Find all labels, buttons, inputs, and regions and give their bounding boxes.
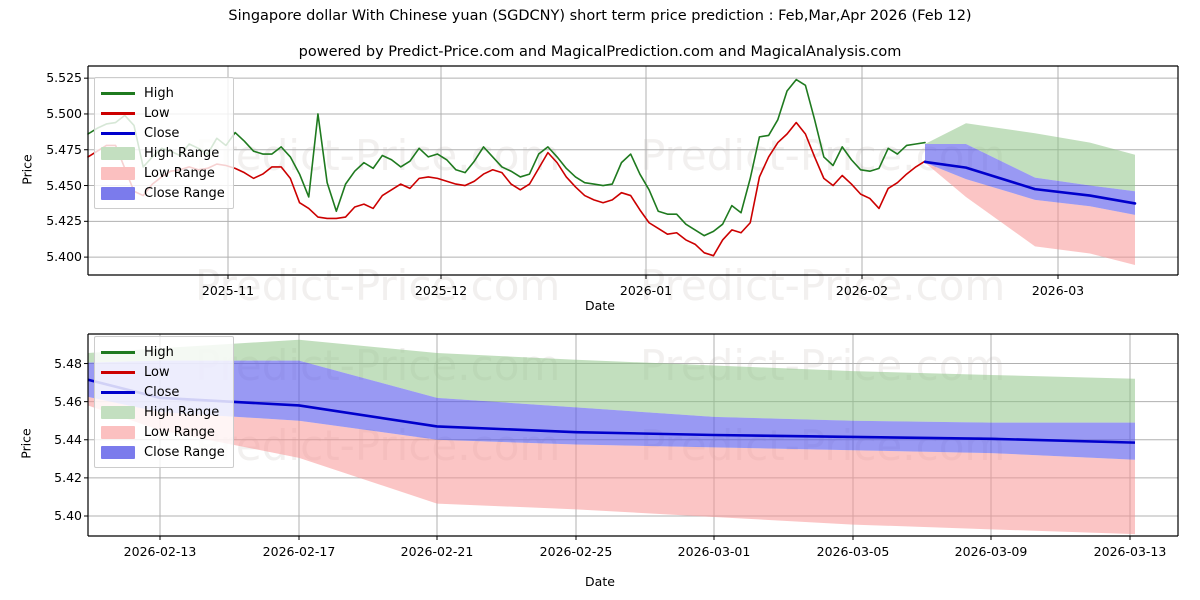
axis-spines <box>87 333 1179 537</box>
legend-line-swatch <box>101 390 135 394</box>
legend-area-swatch <box>101 186 135 200</box>
low-range-band <box>925 162 1135 265</box>
xtick-label: 2026-03-09 <box>954 544 1028 559</box>
legend-item-label: High <box>144 344 174 360</box>
legend-item-label: Low <box>144 364 170 380</box>
watermark-text: Predict-Price.com <box>195 261 560 310</box>
ytick-label: 5.44 <box>54 431 82 447</box>
legend-item-label: Low Range <box>144 424 215 440</box>
legend-item-close-range[interactable]: Close Range <box>101 183 225 203</box>
ytick-label: 5.46 <box>54 393 82 409</box>
legend-area-swatch <box>101 445 135 459</box>
xtick-label: 2026-02-25 <box>539 544 613 559</box>
axis-spines <box>87 65 1179 276</box>
xtick-label: 2026-03-01 <box>677 544 751 559</box>
legend-item-low-range[interactable]: Low Range <box>101 422 225 442</box>
legend-area-swatch <box>101 405 135 419</box>
forecast-bands <box>925 123 1135 265</box>
high-range-band <box>925 123 1135 192</box>
ytick-label: 5.400 <box>46 249 82 265</box>
bottom-chart-panel: Predict-Price.comPredict-Price.comPredic… <box>0 320 1200 600</box>
legend-item-low[interactable]: Low <box>101 362 225 382</box>
legend-item-label: Close Range <box>144 185 225 201</box>
close-range-band <box>88 360 1135 460</box>
top-chart-legend[interactable]: High Low Close High Range Low Range Close Ran… <box>94 77 234 209</box>
legend-item-label: Close Range <box>144 444 225 460</box>
legend-item-label: Low Range <box>144 165 215 181</box>
bottom-chart-xlabel: Date <box>585 574 615 589</box>
top-chart-plot: Predict-Price.com Predict-Price.com Predic… <box>84 65 1179 310</box>
legend-item-low[interactable]: Low <box>101 103 225 123</box>
page-subtitle: powered by Predict-Price.com and Magical… <box>298 44 902 60</box>
legend-area-swatch <box>101 425 135 439</box>
legend-item-label: Close <box>144 384 180 400</box>
legend-line-swatch <box>101 131 135 135</box>
bottom-chart-plot: Predict-Price.comPredict-Price.comPredic… <box>84 333 1179 540</box>
legend-item-label: High <box>144 85 174 101</box>
ytick-label: 5.450 <box>46 177 82 193</box>
ytick-label: 5.475 <box>46 141 82 157</box>
xtick-label: 2025-12 <box>414 283 468 298</box>
xtick-label: 2026-02-17 <box>262 544 336 559</box>
ytick-label: 5.42 <box>54 469 82 485</box>
legend-item-low-range[interactable]: Low Range <box>101 163 225 183</box>
legend-item-close[interactable]: Close <box>101 123 225 143</box>
xtick-label: 2026-02-13 <box>123 544 197 559</box>
ytick-label: 5.48 <box>54 355 82 371</box>
legend-item-high[interactable]: High <box>101 342 225 362</box>
top-chart-xlabel: Date <box>585 298 615 313</box>
page-title: Singapore dollar With Chinese yuan (SGDC… <box>228 8 972 24</box>
legend-line-swatch <box>101 350 135 354</box>
high-range-band <box>88 339 1135 423</box>
forecast-bands <box>88 339 1135 535</box>
legend-item-label: High Range <box>144 404 220 420</box>
watermark-text: Predict-Price.com <box>640 261 1005 310</box>
close-range-band <box>925 144 1135 215</box>
legend-item-label: Low <box>144 105 170 121</box>
legend-item-high-range[interactable]: High Range <box>101 402 225 422</box>
ytick-label: 5.525 <box>46 70 82 86</box>
legend-line-swatch <box>101 370 135 374</box>
xtick-label: 2025-11 <box>201 283 255 298</box>
xtick-label: 2026-01 <box>619 283 673 298</box>
legend-area-swatch <box>101 146 135 160</box>
legend-item-close-range[interactable]: Close Range <box>101 442 225 462</box>
top-chart-panel: Predict-Price.com Predict-Price.com Predic… <box>20 65 1179 313</box>
close-forecast-line <box>923 160 1137 205</box>
xtick-label: 2026-03 <box>1031 283 1085 298</box>
legend-item-label: Close <box>144 125 180 141</box>
ytick-label: 5.425 <box>46 213 82 229</box>
legend-item-high-range[interactable]: High Range <box>101 143 225 163</box>
ytick-label: 5.40 <box>54 507 82 523</box>
legend-item-close[interactable]: Close <box>101 382 225 402</box>
bottom-chart-legend[interactable]: High Low Close High Range Low Range Close Ran… <box>94 336 234 468</box>
ytick-label: 5.500 <box>46 105 82 121</box>
legend-item-high[interactable]: High <box>101 83 225 103</box>
xtick-label: 2026-02 <box>835 283 889 298</box>
watermark-text: Predict-Price.com <box>195 131 560 180</box>
xtick-label: 2026-03-13 <box>1093 544 1167 559</box>
watermark-group: Predict-Price.com Predict-Price.com Predic… <box>195 131 1005 310</box>
legend-area-swatch <box>101 166 135 180</box>
legend-item-label: High Range <box>144 145 220 161</box>
low-range-band <box>88 396 1135 535</box>
legend-line-swatch <box>101 111 135 115</box>
xtick-label: 2026-03-05 <box>816 544 890 559</box>
legend-line-swatch <box>101 91 135 95</box>
xtick-label: 2026-02-21 <box>400 544 474 559</box>
